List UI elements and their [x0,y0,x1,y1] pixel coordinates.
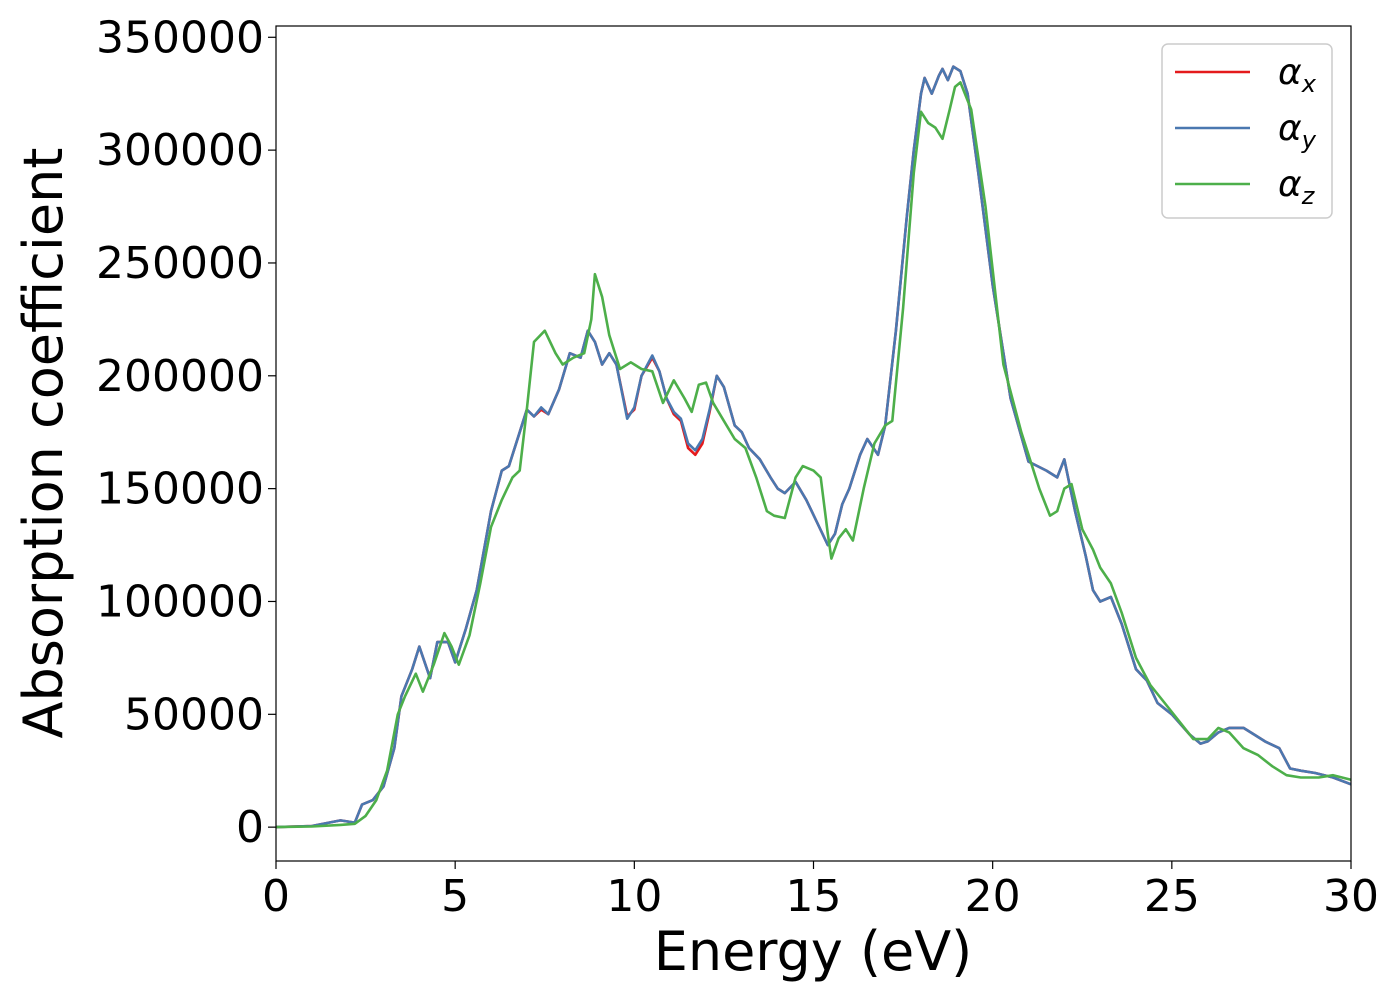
x-tick-label: 15 [786,871,842,922]
x-tick-label: 0 [262,871,290,922]
x-tick-label: 30 [1323,871,1379,922]
x-tick-label: 10 [606,871,662,922]
series-line-y [275,65,1352,829]
legend-label-y: αy [1278,108,1317,154]
y-tick-label: 250000 [96,238,264,289]
y-axis-title: Absorption coefficient [12,148,75,739]
y-tick-label: 150000 [96,464,264,515]
y-tick-label: 300000 [96,125,264,176]
series-layer [275,65,1352,829]
y-tick-label: 200000 [96,351,264,402]
x-tick-label: 5 [441,871,469,922]
y-axis: 0 50000 100000 150000 200000 250000 300000 3500… [96,12,276,853]
y-tick-label: 0 [236,802,264,853]
series-line-z [275,81,1352,829]
y-tick-label: 350000 [96,12,264,63]
x-tick-label: 20 [965,871,1021,922]
x-tick-label: 25 [1144,871,1200,922]
legend-box [1161,43,1333,219]
y-tick-label: 100000 [96,576,264,627]
x-axis: 0 5 10 15 20 25 30 [262,861,1379,922]
y-tick-label: 50000 [124,689,264,740]
x-axis-title: Energy (eV) [654,920,973,983]
